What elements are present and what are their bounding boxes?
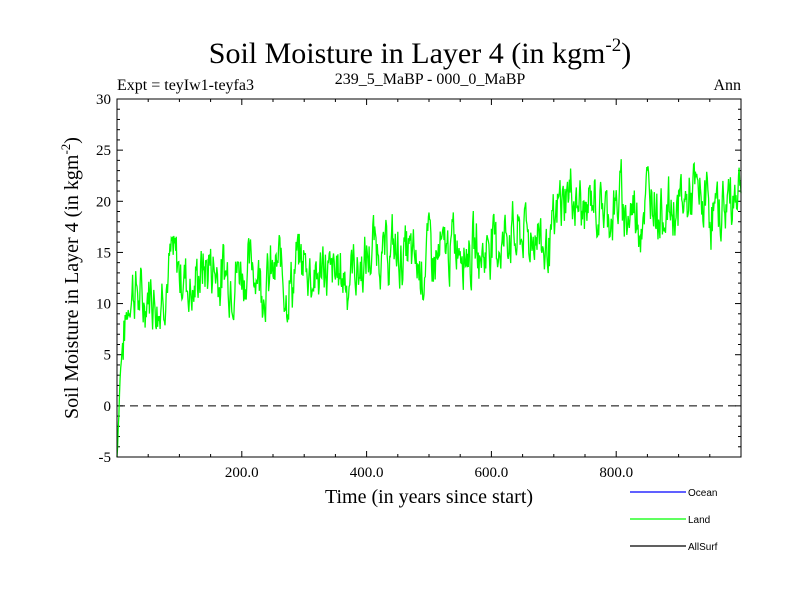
x-tick-label: 600.0 bbox=[475, 465, 509, 481]
x-axis-label: Time (in years since start) bbox=[325, 486, 533, 508]
legend-label-allsurf: AllSurf bbox=[688, 542, 718, 553]
legend-label-ocean: Ocean bbox=[688, 488, 717, 499]
y-tick-label: -5 bbox=[99, 450, 112, 466]
plot-frame bbox=[116, 98, 742, 458]
x-tick-label: 200.0 bbox=[225, 465, 259, 481]
legend-label-land: Land bbox=[688, 515, 710, 526]
y-tick-label: 0 bbox=[104, 399, 112, 415]
x-tick-label: 400.0 bbox=[350, 465, 384, 481]
subtitle-right: Ann bbox=[713, 77, 741, 94]
y-tick-label: 20 bbox=[96, 194, 111, 210]
y-tick-label: 15 bbox=[96, 245, 111, 261]
subtitle-center: 239_5_MaBP - 000_0_MaBP bbox=[335, 71, 526, 88]
chart-title: Soil Moisture in Layer 4 (in kgm-2) bbox=[209, 35, 631, 70]
series-land-line bbox=[116, 159, 742, 457]
y-tick-label: 25 bbox=[96, 143, 111, 159]
x-tick-label: 800.0 bbox=[599, 465, 633, 481]
y-axis-label: Soil Moisture in Layer 4 (in kgm-2) bbox=[58, 137, 83, 419]
subtitle-left: Expt = teyIw1-teyfa3 bbox=[117, 77, 254, 94]
y-tick-label: 5 bbox=[104, 348, 112, 364]
y-tick-label: 30 bbox=[96, 92, 111, 108]
y-tick-label: 10 bbox=[96, 297, 111, 313]
